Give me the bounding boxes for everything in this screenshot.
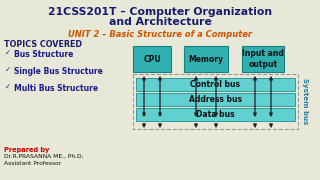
Text: Dr.R.PRASANNA ME., Ph.D,: Dr.R.PRASANNA ME., Ph.D, (4, 154, 84, 159)
Text: Multi Bus Structure: Multi Bus Structure (14, 84, 98, 93)
Text: ✓: ✓ (5, 50, 11, 56)
Bar (242, 46, 284, 72)
Bar (133, 46, 171, 72)
Bar (133, 74, 298, 129)
Text: Input and
output: Input and output (242, 49, 284, 69)
Bar (136, 78, 295, 91)
Bar (136, 108, 295, 121)
Text: CPU: CPU (143, 55, 161, 64)
Text: Address bus: Address bus (189, 95, 242, 104)
Text: UNIT 2 – Basic Structure of a Computer: UNIT 2 – Basic Structure of a Computer (68, 30, 252, 39)
Text: Bus Structure: Bus Structure (14, 50, 73, 59)
Bar (136, 93, 295, 106)
Text: Prepared by: Prepared by (4, 147, 49, 153)
Text: ✓: ✓ (5, 67, 11, 73)
Text: Data bus: Data bus (196, 110, 235, 119)
Text: System bus: System bus (302, 78, 308, 125)
Text: ✓: ✓ (5, 84, 11, 90)
Text: Memory: Memory (188, 55, 223, 64)
Text: Single Bus Structure: Single Bus Structure (14, 67, 103, 76)
Text: TOPICS COVERED: TOPICS COVERED (4, 40, 82, 49)
Bar (184, 46, 228, 72)
Text: and Architecture: and Architecture (108, 17, 212, 27)
Text: Control bus: Control bus (190, 80, 241, 89)
Text: Assistant Professor: Assistant Professor (4, 161, 61, 166)
Text: 21CSS201T – Computer Organization: 21CSS201T – Computer Organization (48, 7, 272, 17)
